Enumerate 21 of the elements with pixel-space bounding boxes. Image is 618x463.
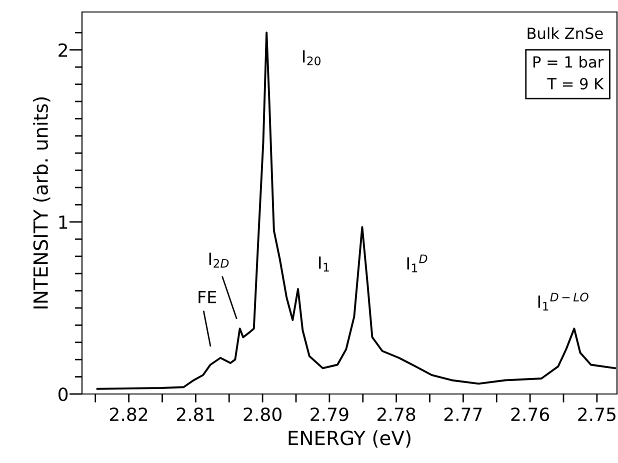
annotation: I$_{1}$$^{D}$ <box>407 254 428 272</box>
annotation: Bulk ZnSe <box>528 27 603 40</box>
annotation: FE <box>198 290 216 304</box>
y-tick-label: 1 <box>59 216 68 229</box>
x-tick-label: 2.76 <box>511 408 550 422</box>
x-tick-label: 2.78 <box>378 408 416 422</box>
x-axis-title: ENERGY (eV) <box>288 430 410 448</box>
annotation: I$_{1}$$^{D−LO}$ <box>538 292 588 310</box>
x-tick-label: 2.82 <box>110 408 148 422</box>
y-tick-label: 0 <box>58 387 68 402</box>
annotation: I$_{20}$ <box>302 50 320 66</box>
x-tick-label: 2.79 <box>310 408 348 422</box>
x-tick-label: 2.81 <box>176 408 214 422</box>
y-axis-title: INTENSITY (arb. units) <box>32 97 50 308</box>
annotation: P = 1 bar T = 9 K <box>533 56 604 90</box>
annotation: I$_{1}$ <box>319 256 329 272</box>
y-tick-label: 2 <box>58 43 67 57</box>
x-tick-label: 2.75 <box>578 408 616 422</box>
annotation: I$_{2D}$ <box>209 252 229 268</box>
x-tick-label: 2.77 <box>444 408 482 421</box>
x-tick-label: 2.80 <box>244 408 282 422</box>
